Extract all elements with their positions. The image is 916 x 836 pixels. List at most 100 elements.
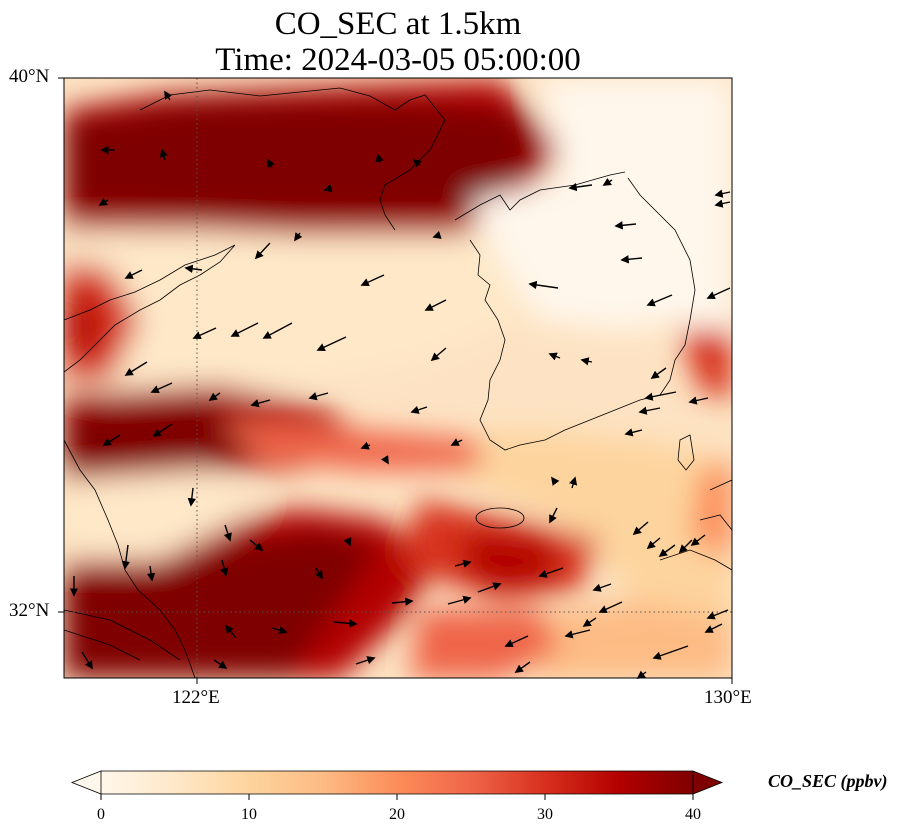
colorbar-extend-min	[70, 770, 102, 795]
wind-arrow	[223, 524, 232, 542]
wind-arrow	[355, 656, 376, 665]
lat-tick-label-32: 32°N	[9, 600, 50, 621]
wind-arrow	[150, 382, 173, 394]
wind-arrow	[636, 670, 647, 680]
wind-arrow	[704, 623, 723, 633]
axis-ticks	[58, 77, 733, 684]
wind-arrow	[412, 158, 422, 168]
wind-arrow	[614, 221, 637, 230]
wind-arrow	[592, 583, 612, 592]
colorbar	[70, 770, 724, 800]
wind-arrow	[333, 619, 358, 628]
wind-arrow	[267, 158, 275, 169]
wind-arrow	[224, 624, 237, 639]
wind-arrow	[620, 255, 643, 264]
wind-arrow	[650, 367, 667, 379]
wind-arrow	[192, 327, 217, 340]
wind-arrow	[294, 232, 303, 242]
wind-arrow	[652, 645, 689, 660]
wind-arrow	[124, 269, 143, 279]
wind-arrow	[714, 189, 731, 198]
wind-arrow	[658, 544, 676, 557]
lon-tick-label-122: 122°E	[172, 687, 220, 708]
concentration-field	[64, 78, 732, 678]
wind-arrow	[568, 182, 593, 192]
wind-arrow	[410, 405, 428, 414]
wind-arrow	[124, 361, 148, 376]
wind-arrow	[569, 476, 578, 489]
wind-vectors	[69, 90, 731, 680]
wind-arrow	[538, 567, 564, 578]
wind-arrow	[213, 659, 228, 669]
wind-arrow	[638, 406, 661, 415]
wind-arrow	[230, 322, 259, 337]
colorbar-tick-label-0: 0	[97, 806, 105, 823]
wind-arrow	[380, 455, 389, 465]
map-title-line1: CO_SEC at 1.5km	[274, 6, 522, 42]
wind-arrow	[678, 539, 693, 554]
wind-arrow	[430, 347, 447, 362]
wind-arrow	[706, 609, 729, 620]
wind-arrow	[271, 626, 288, 635]
wind-arrow	[316, 336, 347, 351]
wind-arrow	[602, 177, 613, 186]
wind-arrow	[250, 399, 271, 408]
wind-arrow	[624, 428, 643, 437]
wind-arrow	[598, 601, 623, 614]
wind-arrow	[121, 544, 131, 570]
wind-arrow	[644, 391, 677, 401]
wind-arrow	[81, 651, 93, 670]
wind-arrow	[432, 230, 442, 239]
wind-arrow	[706, 287, 731, 300]
lon-tick-label-130: 130°E	[704, 687, 752, 708]
wind-arrow	[187, 487, 196, 507]
wind-arrow	[159, 148, 168, 161]
wind-arrow	[548, 352, 561, 361]
wind-arrow	[249, 539, 264, 552]
wind-arrow	[646, 294, 673, 307]
wind-arrow	[314, 567, 323, 580]
wind-arrow	[632, 521, 649, 536]
gridlines	[64, 78, 732, 678]
lat-tick-label-40: 40°N	[9, 66, 50, 87]
wind-arrow	[504, 635, 529, 648]
wind-arrow	[262, 322, 293, 339]
wind-arrow	[360, 274, 385, 287]
wind-arrow	[102, 434, 121, 446]
colorbar-extend-max	[692, 770, 724, 795]
wind-arrow	[646, 537, 661, 550]
map-title-line2: Time: 2024-03-05 05:00:00	[215, 42, 581, 78]
colorbar-label: CO_SEC (ppbv)	[768, 771, 888, 791]
colorbar-tick-label-20: 20	[389, 806, 405, 823]
map-frame	[63, 77, 733, 679]
wind-arrow	[477, 582, 502, 593]
wind-arrow	[424, 299, 447, 311]
colorbar-tick-label-10: 10	[241, 806, 257, 823]
wind-arrow	[254, 242, 271, 260]
wind-arrow	[391, 597, 414, 606]
wind-arrow	[447, 595, 472, 605]
wind-arrow	[184, 264, 203, 274]
wind-arrow	[549, 507, 558, 524]
wind-arrow	[454, 559, 472, 568]
wind-arrow	[582, 617, 597, 627]
wind-arrow	[98, 197, 109, 206]
colorbar-tick-label-30: 30	[537, 806, 553, 823]
wind-arrow	[714, 199, 731, 208]
wind-arrow	[343, 537, 352, 547]
wind-arrow	[450, 438, 463, 446]
wind-arrow	[308, 392, 329, 401]
coastlines	[64, 87, 732, 678]
wind-arrow	[514, 661, 531, 673]
wind-arrow	[528, 280, 559, 290]
wind-arrow	[690, 534, 706, 547]
wind-arrow	[688, 396, 709, 405]
wind-arrow	[550, 476, 560, 486]
wind-arrow	[152, 423, 173, 437]
colorbar-tick-label-40: 40	[685, 806, 701, 823]
wind-arrow	[375, 153, 384, 164]
wind-arrow	[360, 441, 371, 450]
wind-arrow	[220, 559, 229, 577]
wind-arrow	[146, 565, 156, 582]
